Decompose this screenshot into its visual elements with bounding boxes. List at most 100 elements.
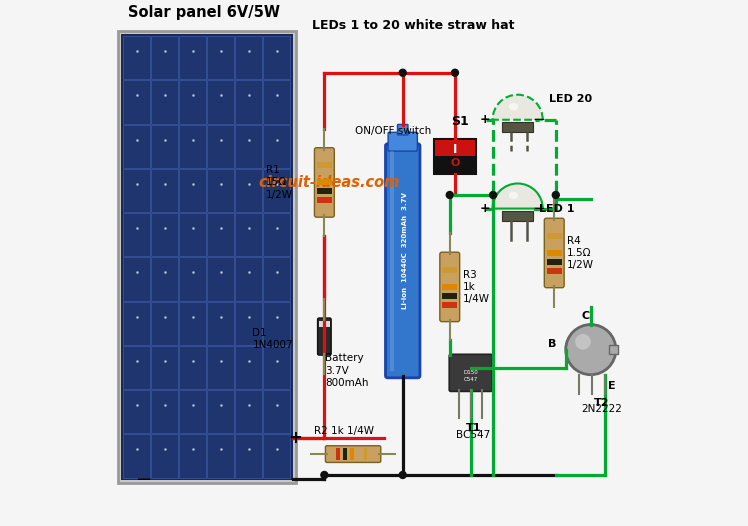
FancyBboxPatch shape (120, 34, 293, 480)
FancyBboxPatch shape (236, 213, 263, 256)
FancyBboxPatch shape (123, 36, 150, 79)
Text: ON/OFF switch: ON/OFF switch (355, 126, 432, 136)
FancyBboxPatch shape (151, 36, 178, 79)
FancyBboxPatch shape (180, 213, 206, 256)
FancyBboxPatch shape (207, 80, 234, 124)
Bar (337, 448, 340, 460)
FancyBboxPatch shape (123, 434, 150, 478)
FancyBboxPatch shape (123, 257, 150, 300)
FancyBboxPatch shape (207, 434, 234, 478)
Text: circuit-ideas.com: circuit-ideas.com (259, 175, 400, 190)
Text: T1: T1 (465, 423, 481, 433)
FancyBboxPatch shape (263, 80, 290, 124)
FancyBboxPatch shape (263, 125, 290, 168)
Bar (317, 188, 331, 194)
Circle shape (489, 191, 497, 199)
FancyBboxPatch shape (314, 148, 334, 217)
FancyBboxPatch shape (385, 144, 420, 378)
FancyBboxPatch shape (236, 257, 263, 300)
Bar (442, 284, 457, 289)
Text: D150: D150 (463, 370, 478, 375)
FancyBboxPatch shape (236, 36, 263, 79)
Bar (502, 123, 533, 132)
Bar (547, 232, 562, 239)
Text: R1
15Ω
1/2W: R1 15Ω 1/2W (266, 165, 293, 200)
FancyBboxPatch shape (236, 125, 263, 168)
FancyBboxPatch shape (236, 434, 263, 478)
Text: LED 1: LED 1 (539, 204, 574, 214)
Circle shape (565, 325, 616, 375)
Text: B: B (548, 339, 557, 349)
Text: −: − (533, 201, 545, 216)
Circle shape (575, 334, 591, 350)
Text: Battery
3.7V
800mAh: Battery 3.7V 800mAh (325, 353, 369, 388)
Text: R2 1k 1/4W: R2 1k 1/4W (314, 426, 374, 436)
Text: C547: C547 (464, 377, 478, 382)
FancyBboxPatch shape (263, 36, 290, 79)
Text: T2: T2 (593, 398, 609, 408)
Text: O: O (450, 158, 460, 168)
Text: +: + (480, 113, 491, 126)
FancyBboxPatch shape (151, 169, 178, 212)
Bar (319, 321, 330, 327)
FancyBboxPatch shape (263, 301, 290, 345)
FancyBboxPatch shape (318, 318, 331, 355)
Bar (317, 197, 331, 204)
FancyBboxPatch shape (435, 140, 475, 156)
FancyBboxPatch shape (236, 390, 263, 433)
Circle shape (399, 471, 407, 479)
Text: Li-ion  10440C  320mAh  3.7V: Li-ion 10440C 320mAh 3.7V (402, 192, 408, 309)
Circle shape (399, 68, 407, 77)
FancyBboxPatch shape (207, 346, 234, 389)
FancyBboxPatch shape (123, 80, 150, 124)
Bar (442, 302, 457, 308)
FancyBboxPatch shape (180, 301, 206, 345)
FancyBboxPatch shape (151, 80, 178, 124)
Text: Solar panel 6V/5W: Solar panel 6V/5W (128, 5, 280, 21)
FancyBboxPatch shape (263, 257, 290, 300)
Wedge shape (493, 184, 543, 209)
Text: R3
1k
1/4W: R3 1k 1/4W (463, 269, 490, 305)
Text: E: E (608, 381, 616, 391)
Circle shape (551, 191, 560, 199)
Text: +: + (289, 429, 303, 448)
FancyBboxPatch shape (151, 301, 178, 345)
FancyBboxPatch shape (180, 257, 206, 300)
FancyBboxPatch shape (263, 169, 290, 212)
Bar (442, 293, 457, 299)
FancyBboxPatch shape (123, 301, 150, 345)
FancyBboxPatch shape (180, 169, 206, 212)
FancyBboxPatch shape (123, 346, 150, 389)
Bar (547, 268, 562, 274)
FancyBboxPatch shape (236, 169, 263, 212)
Bar (317, 179, 331, 185)
FancyBboxPatch shape (440, 252, 460, 322)
Circle shape (320, 471, 328, 479)
FancyBboxPatch shape (263, 390, 290, 433)
Text: C: C (581, 311, 589, 321)
FancyBboxPatch shape (180, 80, 206, 124)
Text: R4
1.5Ω
1/2W: R4 1.5Ω 1/2W (567, 236, 595, 270)
Text: −: − (533, 112, 545, 127)
Bar (364, 448, 367, 460)
FancyBboxPatch shape (151, 390, 178, 433)
Ellipse shape (509, 103, 518, 110)
Bar (343, 448, 347, 460)
Text: −: − (136, 470, 153, 489)
FancyBboxPatch shape (207, 36, 234, 79)
Bar (317, 162, 331, 168)
FancyBboxPatch shape (236, 80, 263, 124)
FancyBboxPatch shape (123, 213, 150, 256)
Text: LEDs 1 to 20 white straw hat: LEDs 1 to 20 white straw hat (312, 19, 515, 32)
Text: BC547: BC547 (456, 430, 491, 440)
FancyBboxPatch shape (180, 125, 206, 168)
Bar (350, 448, 354, 460)
FancyBboxPatch shape (151, 346, 178, 389)
FancyBboxPatch shape (151, 125, 178, 168)
Text: D1
1N4007: D1 1N4007 (252, 328, 293, 350)
Wedge shape (493, 95, 543, 120)
FancyBboxPatch shape (207, 390, 234, 433)
FancyBboxPatch shape (151, 213, 178, 256)
FancyBboxPatch shape (207, 125, 234, 168)
Bar (442, 267, 457, 272)
